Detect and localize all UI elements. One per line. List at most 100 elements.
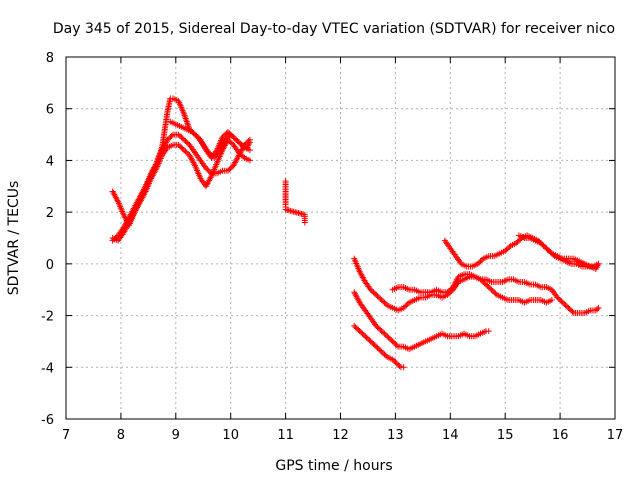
data-point — [235, 149, 242, 156]
data-point — [392, 359, 399, 366]
data-point — [543, 245, 550, 252]
data-point — [444, 289, 451, 296]
data-point — [487, 285, 494, 292]
data-point — [380, 350, 387, 357]
data-point — [227, 165, 234, 172]
series-arc-7 — [351, 289, 492, 353]
data-point — [566, 306, 573, 313]
data-point — [544, 246, 551, 253]
data-point — [393, 342, 400, 349]
data-point — [183, 149, 190, 156]
series-arc-5 — [282, 178, 308, 226]
data-point — [364, 335, 371, 342]
data-point — [491, 289, 498, 296]
data-point — [360, 331, 367, 338]
x-tick-label: 11 — [277, 428, 294, 443]
data-point — [227, 139, 234, 146]
data-point — [506, 244, 513, 251]
series-arc-2 — [109, 136, 253, 244]
data-point — [402, 303, 409, 310]
data-point — [352, 324, 359, 331]
data-point — [540, 242, 547, 249]
data-point — [562, 302, 569, 309]
data-point — [359, 330, 366, 337]
data-point — [175, 141, 182, 148]
data-point — [378, 328, 385, 335]
data-point — [371, 342, 378, 349]
data-point — [205, 149, 212, 156]
data-point — [377, 295, 384, 302]
y-tick-label: -6 — [41, 413, 54, 428]
data-point — [165, 135, 172, 142]
data-point — [238, 152, 245, 159]
data-point — [400, 364, 407, 371]
data-point — [182, 148, 189, 155]
x-tick-label: 8 — [117, 428, 125, 443]
data-point — [378, 348, 385, 355]
data-point — [179, 145, 186, 152]
data-point — [548, 297, 555, 304]
data-point — [208, 152, 215, 159]
data-point — [563, 303, 570, 310]
data-point — [375, 325, 382, 332]
data-point — [190, 130, 197, 137]
series-arc-10 — [441, 232, 602, 270]
x-tick-label: 7 — [62, 428, 70, 443]
data-point — [447, 286, 454, 293]
data-point — [246, 139, 253, 146]
data-point — [385, 334, 392, 341]
data-point — [168, 132, 175, 139]
data-point — [547, 249, 554, 256]
data-point — [355, 326, 362, 333]
data-point — [231, 135, 238, 142]
data-point — [189, 128, 196, 135]
data-point — [181, 136, 188, 143]
series-arc-6 — [351, 255, 555, 314]
data-point — [204, 166, 211, 173]
chart-title: Day 345 of 2015, Sidereal Day-to-day VTE… — [53, 21, 615, 37]
data-point — [542, 244, 549, 251]
data-point — [375, 294, 382, 301]
data-point — [227, 131, 234, 138]
data-point — [539, 241, 546, 248]
data-point — [366, 337, 373, 344]
y-axis-ticks: -6 -4 -2 0 2 4 6 8 — [41, 51, 615, 428]
data-point — [377, 347, 384, 354]
data-point — [183, 139, 190, 146]
data-point — [445, 288, 452, 295]
data-point — [381, 351, 388, 358]
data-point — [594, 306, 601, 313]
data-point — [237, 150, 244, 157]
y-tick-label: 6 — [46, 103, 54, 118]
plot-frame — [65, 56, 616, 420]
y-tick-label: 0 — [46, 258, 54, 273]
data-point — [489, 288, 496, 295]
data-point — [514, 238, 521, 245]
data-point — [592, 307, 599, 314]
data-point — [370, 341, 377, 348]
data-point — [240, 153, 247, 160]
data-point — [182, 138, 189, 145]
data-point — [230, 134, 237, 141]
data-point — [207, 174, 214, 181]
data-point — [192, 131, 199, 138]
data-point — [396, 362, 403, 369]
data-point — [378, 297, 385, 304]
data-point — [395, 361, 402, 368]
data-point — [361, 277, 368, 284]
data-point — [391, 357, 398, 364]
data-point — [362, 333, 369, 340]
data-point — [381, 299, 388, 306]
data-point — [176, 143, 183, 150]
data-point — [175, 131, 182, 138]
data-point — [480, 278, 487, 285]
y-tick-label: 2 — [46, 206, 54, 221]
data-point — [356, 328, 363, 335]
data-point — [353, 325, 360, 332]
x-tick-label: 14 — [442, 428, 459, 443]
data-point — [375, 346, 382, 353]
data-point — [220, 132, 227, 139]
data-point — [374, 344, 381, 351]
data-point — [152, 161, 159, 168]
data-point — [404, 300, 411, 307]
